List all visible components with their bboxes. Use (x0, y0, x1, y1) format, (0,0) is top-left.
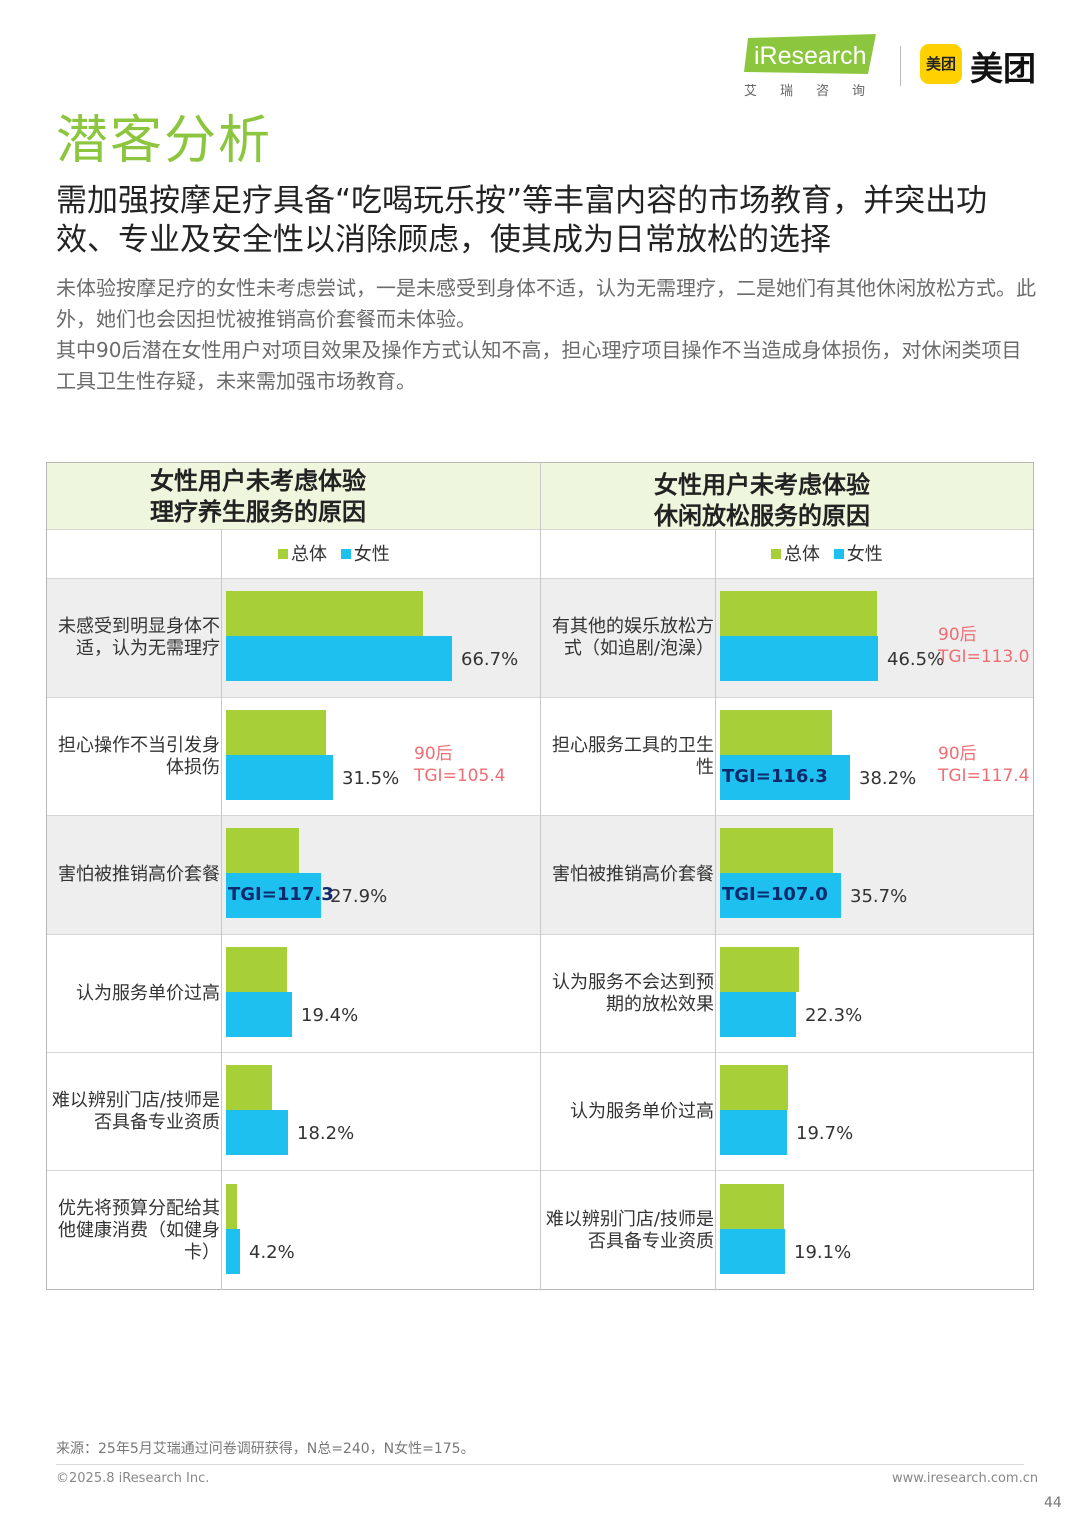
data-label: 4.2% (249, 1242, 295, 1263)
panel-title-right: 女性用户未考虑体验 休闲放松服务的原因 (654, 470, 870, 532)
headline: 需加强按摩足疗具备“吃喝玩乐按”等丰富内容的市场教育，并突出功效、专业及安全性以… (56, 183, 988, 258)
annotation-line: TGI=105.4 (414, 766, 506, 786)
data-label: 66.7% (461, 649, 519, 670)
panel-header-right (541, 463, 1033, 529)
panel-header-left (47, 463, 540, 529)
bar-total (720, 947, 799, 992)
data-label: 22.3% (805, 1005, 863, 1026)
iresearch-logo-cn: 艾瑞咨询 (744, 84, 889, 99)
annotation-line: TGI=113.0 (938, 647, 1030, 667)
category-label: 未感受到明显身体不适，认为无需理疗 (58, 616, 220, 659)
category-label: 担心服务工具的卫生性 (552, 735, 714, 778)
category-label: 害怕被推销高价套餐 (58, 864, 220, 885)
category-label: 认为服务单价过高 (76, 983, 220, 1004)
bar-total (226, 591, 423, 636)
bar-total (226, 1184, 237, 1229)
panel-title-left: 女性用户未考虑体验 理疗养生服务的原因 (150, 466, 366, 528)
bar-female (226, 1229, 240, 1274)
data-label: 46.5% (887, 649, 945, 670)
bar-female (720, 636, 878, 681)
category-label: 有其他的娱乐放松方式（如追剧/泡澡） (552, 616, 714, 659)
page-title: 潜客分析 (56, 111, 273, 171)
tgi-label: TGI=116.3 (722, 766, 828, 787)
bar-total (720, 1184, 784, 1229)
bar-female (720, 992, 796, 1037)
legend-right: 总体 女性 (771, 540, 883, 566)
label-column-divider-left (221, 530, 222, 1290)
category-label: 担心操作不当引发身体损伤 (58, 735, 220, 778)
annotation-90s: 90后 TGI=105.4 (414, 743, 505, 787)
bar-female (720, 1110, 787, 1155)
annotation-line: 90后 (938, 744, 977, 764)
legend-label-total: 总体 (784, 544, 820, 565)
bar-total (226, 947, 287, 992)
legend-swatch-total (278, 548, 288, 559)
legend-label-total: 总体 (291, 544, 327, 565)
category-label: 害怕被推销高价套餐 (552, 864, 714, 885)
legend-left: 总体 女性 (278, 540, 390, 566)
annotation-line: 90后 (414, 744, 453, 764)
data-label: 19.7% (796, 1123, 854, 1144)
bar-total (226, 1065, 272, 1110)
category-label: 难以辨别门店/技师是否具备专业资质 (545, 1209, 714, 1252)
panel-title-left-line-1: 女性用户未考虑体验 (150, 467, 366, 495)
logo-divider (900, 46, 901, 86)
annotation-90s: 90后 TGI=117.4 (938, 743, 1029, 787)
source-note: 来源：25年5月艾瑞通过问卷调研获得，N总=240，N女性=175。 (56, 1441, 475, 1457)
tgi-label: TGI=107.0 (722, 884, 828, 905)
legend-label-female: 女性 (353, 544, 390, 565)
annotation-90s: 90后 TGI=113.0 (938, 624, 1029, 668)
bar-total (720, 591, 877, 636)
iresearch-logo-badge: iResearch (744, 34, 876, 74)
data-label: 27.9% (330, 886, 388, 907)
annotation-line: TGI=117.4 (938, 766, 1030, 786)
legend-label-female: 女性 (846, 544, 883, 565)
iresearch-logo-text: iResearch (754, 42, 867, 70)
category-label: 优先将预算分配给其他健康消费（如健身卡） (58, 1198, 220, 1263)
copyright: ©2025.8 iResearch Inc. (56, 1471, 210, 1486)
bar-total (720, 1065, 788, 1110)
legend-swatch-female (340, 548, 351, 559)
bar-total (720, 828, 833, 873)
page-number: 44 (1044, 1495, 1062, 1511)
panel-divider (540, 462, 541, 1290)
bar-female (226, 1110, 288, 1155)
bar-female (226, 636, 452, 681)
legend-swatch-female (833, 548, 844, 559)
category-label: 认为服务不会达到预期的放松效果 (552, 972, 714, 1015)
annotation-line: 90后 (938, 625, 977, 645)
bar-total (720, 710, 832, 755)
data-label: 31.5% (342, 768, 400, 789)
bar-female (720, 755, 850, 800)
data-label: 18.2% (297, 1123, 355, 1144)
category-label: 认为服务单价过高 (570, 1101, 714, 1122)
bar-female (226, 873, 321, 918)
bar-total (226, 710, 326, 755)
description-paragraph-1: 未体验按摩足疗的女性未考虑尝试，一是未感受到身体不适，认为无需理疗，二是她们有其… (56, 276, 1036, 331)
category-label: 难以辨别门店/技师是否具备专业资质 (51, 1090, 220, 1133)
panel-title-left-line-2: 理疗养生服务的原因 (150, 498, 366, 526)
website-link[interactable]: www.iresearch.com.cn (892, 1471, 1039, 1486)
bar-female (720, 873, 841, 918)
data-label: 19.1% (794, 1242, 852, 1263)
panel-title-right-line-1: 女性用户未考虑体验 (654, 471, 870, 499)
footer-divider (56, 1464, 1024, 1465)
data-label: 35.7% (850, 886, 908, 907)
meituan-logo-text: 美团 (970, 49, 1036, 88)
description-paragraph-2: 其中90后潜在女性用户对项目效果及操作方式认知不高，担心理疗项目操作不当造成身体… (56, 338, 1022, 393)
label-column-divider-right (715, 530, 716, 1290)
data-label: 38.2% (859, 768, 917, 789)
iresearch-logo: iResearch 艾瑞咨询 (744, 34, 889, 99)
legend-swatch-total (771, 548, 781, 559)
tgi-label: TGI=117.3 (228, 884, 334, 905)
bar-female (720, 1229, 785, 1274)
bar-female (226, 992, 292, 1037)
meituan-logo-badge: 美团 (920, 44, 962, 84)
bar-female (226, 755, 333, 800)
panel-title-right-line-2: 休闲放松服务的原因 (654, 502, 870, 530)
bar-total (226, 828, 299, 873)
data-label: 19.4% (301, 1005, 359, 1026)
